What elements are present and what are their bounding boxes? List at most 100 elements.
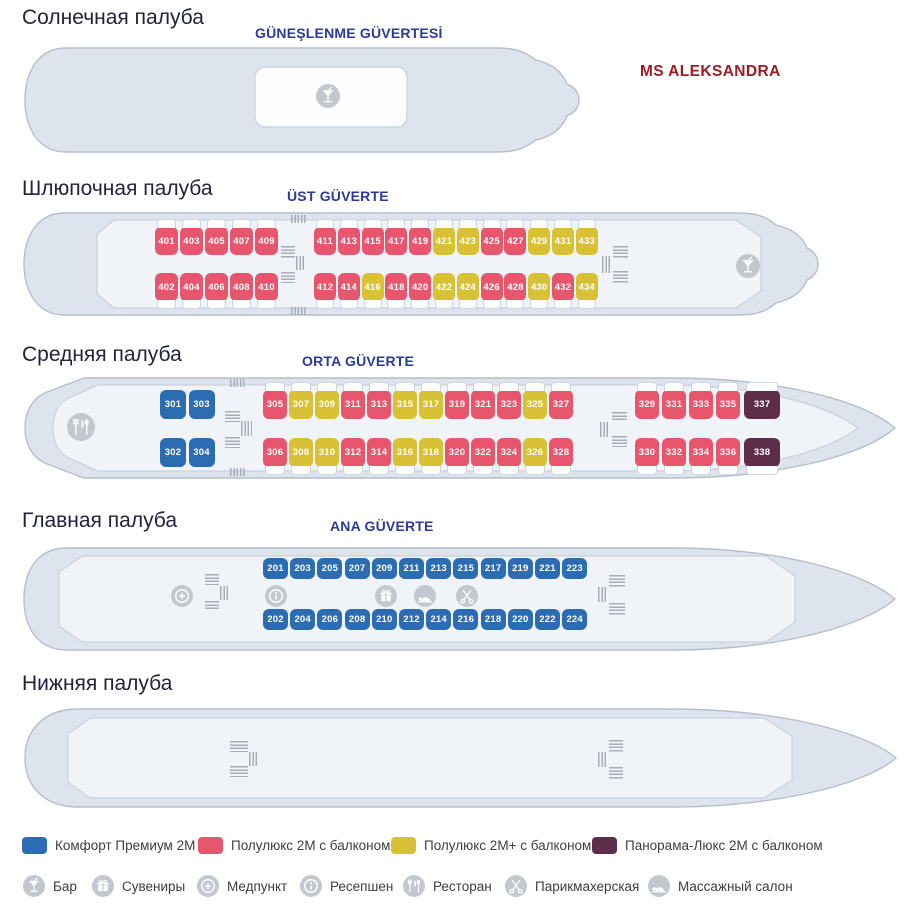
- cabin-314[interactable]: 314: [367, 438, 391, 475]
- cabin-319[interactable]: 319: [445, 382, 469, 419]
- cabin-413[interactable]: 413: [337, 219, 360, 255]
- cabin-420[interactable]: 420: [409, 273, 432, 309]
- cabin-425[interactable]: 425: [480, 219, 503, 255]
- cabin-423[interactable]: 423: [456, 219, 479, 255]
- cabin-321[interactable]: 321: [471, 382, 495, 419]
- cabin-410[interactable]: 410: [255, 273, 278, 309]
- cabin-211[interactable]: 211: [399, 558, 424, 579]
- cabin-433[interactable]: 433: [575, 219, 598, 255]
- cabin-414[interactable]: 414: [337, 273, 360, 309]
- cabin-215[interactable]: 215: [453, 558, 479, 579]
- cabin-428[interactable]: 428: [504, 273, 527, 309]
- cabin-216[interactable]: 216: [453, 609, 479, 630]
- cabin-208[interactable]: 208: [344, 609, 370, 630]
- cabin-411[interactable]: 411: [314, 219, 336, 255]
- cabin-418[interactable]: 418: [385, 273, 408, 309]
- cabin-221[interactable]: 221: [535, 558, 560, 579]
- cabin-312[interactable]: 312: [341, 438, 365, 475]
- cabin-212[interactable]: 212: [399, 609, 424, 630]
- cabin-214[interactable]: 214: [426, 609, 452, 630]
- cabin-315[interactable]: 315: [393, 382, 417, 419]
- cabin-224[interactable]: 224: [562, 609, 588, 630]
- cabin-303[interactable]: 303: [188, 390, 215, 419]
- cabin-213[interactable]: 213: [426, 558, 452, 579]
- cabin-302[interactable]: 302: [160, 438, 186, 467]
- cabin-427[interactable]: 427: [504, 219, 527, 255]
- cabin-309[interactable]: 309: [315, 382, 339, 419]
- cabin-201[interactable]: 201: [263, 558, 288, 579]
- cabin-324[interactable]: 324: [497, 438, 521, 475]
- cabin-330[interactable]: 330: [635, 438, 659, 475]
- cabin-429[interactable]: 429: [528, 219, 551, 255]
- cabin-335[interactable]: 335: [716, 382, 740, 419]
- cabin-405[interactable]: 405: [205, 219, 228, 255]
- cabin-426[interactable]: 426: [480, 273, 503, 309]
- cabin-325[interactable]: 325: [523, 382, 547, 419]
- cabin-337[interactable]: 337: [744, 382, 780, 419]
- cabin-217[interactable]: 217: [480, 558, 506, 579]
- cabin-307[interactable]: 307: [289, 382, 313, 419]
- cabin-323[interactable]: 323: [497, 382, 521, 419]
- cabin-336[interactable]: 336: [716, 438, 740, 475]
- cabin-308[interactable]: 308: [289, 438, 313, 475]
- cabin-203[interactable]: 203: [290, 558, 316, 579]
- cabin-331[interactable]: 331: [662, 382, 686, 419]
- cabin-328[interactable]: 328: [549, 438, 573, 475]
- cabin-301[interactable]: 301: [160, 390, 186, 419]
- cabin-220[interactable]: 220: [507, 609, 533, 630]
- cabin-218[interactable]: 218: [480, 609, 506, 630]
- cabin-334[interactable]: 334: [689, 438, 713, 475]
- cabin-417[interactable]: 417: [385, 219, 408, 255]
- cabin-310[interactable]: 310: [315, 438, 339, 475]
- cabin-421[interactable]: 421: [433, 219, 455, 255]
- cabin-322[interactable]: 322: [471, 438, 495, 475]
- cabin-317[interactable]: 317: [419, 382, 443, 419]
- cabin-404[interactable]: 404: [180, 273, 203, 309]
- cabin-419[interactable]: 419: [409, 219, 432, 255]
- cabin-406[interactable]: 406: [205, 273, 228, 309]
- cabin-311[interactable]: 311: [341, 382, 365, 419]
- cabin-432[interactable]: 432: [552, 273, 574, 309]
- cabin-327[interactable]: 327: [549, 382, 573, 419]
- restaurant-icon: [67, 413, 95, 441]
- cabin-304[interactable]: 304: [188, 438, 215, 467]
- cabin-326[interactable]: 326: [523, 438, 547, 475]
- cabin-409[interactable]: 409: [255, 219, 278, 255]
- cabin-434[interactable]: 434: [575, 273, 598, 309]
- cabin-329[interactable]: 329: [635, 382, 659, 419]
- cabin-401[interactable]: 401: [155, 219, 178, 255]
- cabin-430[interactable]: 430: [528, 273, 551, 309]
- cabin-402[interactable]: 402: [155, 273, 178, 309]
- cabin-422[interactable]: 422: [433, 273, 455, 309]
- cabin-333[interactable]: 333: [689, 382, 713, 419]
- cabin-318[interactable]: 318: [419, 438, 443, 475]
- stairs-icon: [230, 741, 248, 752]
- cabin-431[interactable]: 431: [552, 219, 574, 255]
- cabin-210[interactable]: 210: [371, 609, 397, 630]
- cabin-223[interactable]: 223: [562, 558, 588, 579]
- cabin-316[interactable]: 316: [393, 438, 417, 475]
- cabin-320[interactable]: 320: [445, 438, 469, 475]
- cabin-204[interactable]: 204: [290, 609, 316, 630]
- scissors-icon: [505, 875, 527, 897]
- cabin-305[interactable]: 305: [263, 382, 287, 419]
- cabin-205[interactable]: 205: [317, 558, 343, 579]
- cabin-416[interactable]: 416: [361, 273, 384, 309]
- cabin-202[interactable]: 202: [263, 609, 288, 630]
- cabin-424[interactable]: 424: [456, 273, 479, 309]
- cabin-209[interactable]: 209: [371, 558, 397, 579]
- cabin-207[interactable]: 207: [344, 558, 370, 579]
- cabin-332[interactable]: 332: [662, 438, 686, 475]
- cabin-338[interactable]: 338: [744, 438, 780, 475]
- cabin-313[interactable]: 313: [367, 382, 391, 419]
- cabin-407[interactable]: 407: [230, 219, 253, 255]
- cabin-412[interactable]: 412: [314, 273, 336, 309]
- cabin-415[interactable]: 415: [361, 219, 384, 255]
- cabin-306[interactable]: 306: [263, 438, 287, 475]
- stairs-icon: [230, 379, 246, 387]
- cabin-219[interactable]: 219: [507, 558, 533, 579]
- cabin-403[interactable]: 403: [180, 219, 203, 255]
- cabin-222[interactable]: 222: [535, 609, 560, 630]
- cabin-206[interactable]: 206: [317, 609, 343, 630]
- cabin-408[interactable]: 408: [230, 273, 253, 309]
